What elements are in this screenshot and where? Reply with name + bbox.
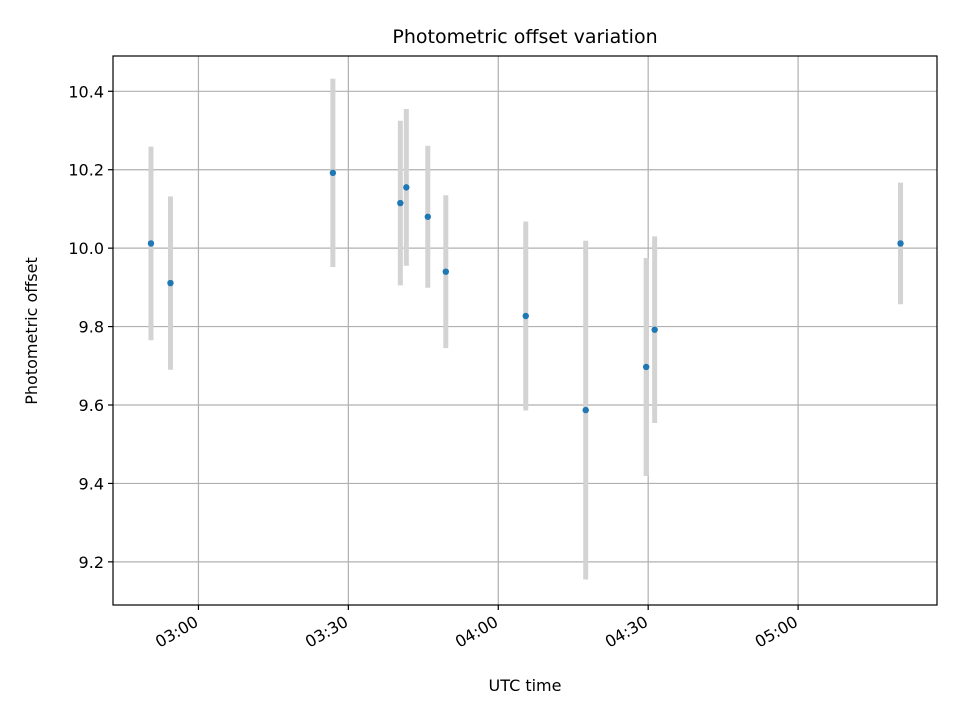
- y-axis-ticks: 9.2 9.4 9.6 9.8 10.0 10.2 10.4: [68, 82, 113, 572]
- y-tick-label: 10.2: [68, 161, 104, 180]
- y-tick-label: 9.8: [79, 318, 104, 337]
- data-point: [522, 312, 529, 320]
- x-axis-label: UTC time: [489, 676, 562, 695]
- data-points: [147, 169, 904, 414]
- y-tick-label: 10.4: [68, 82, 104, 101]
- data-point: [651, 326, 658, 333]
- chart-title: Photometric offset variation: [392, 26, 657, 48]
- y-tick-label: 9.4: [79, 474, 104, 493]
- data-point: [167, 279, 174, 287]
- y-axis-label: Photometric offset: [22, 257, 41, 405]
- data-point: [329, 169, 337, 177]
- y-tick-label: 10.0: [68, 239, 104, 258]
- plot-frame: [112, 55, 938, 606]
- data-point: [147, 240, 155, 247]
- data-point: [582, 406, 589, 414]
- data-point: [397, 199, 404, 207]
- data-point: [403, 184, 410, 191]
- data-point: [442, 268, 449, 275]
- data-point: [642, 363, 650, 371]
- y-tick-label: 9.2: [79, 553, 104, 572]
- data-point: [424, 213, 432, 220]
- data-point: [897, 240, 904, 247]
- y-tick-label: 9.6: [79, 396, 104, 415]
